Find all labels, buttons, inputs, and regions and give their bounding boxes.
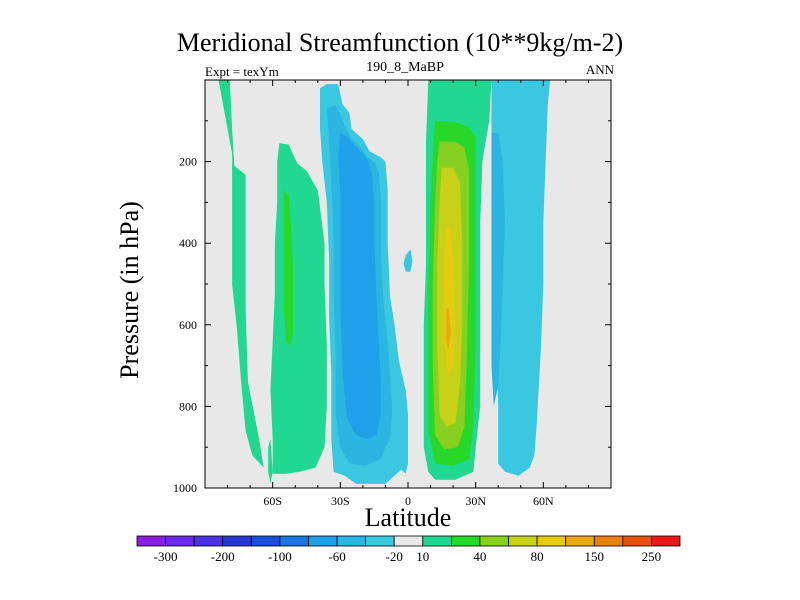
colorbar-swatch	[593, 535, 624, 547]
contour-region-nh-ferrel-core	[491, 133, 505, 407]
contour-region-nh-hadley-max	[446, 308, 451, 350]
colorbar-swatch	[479, 535, 509, 547]
contour-region-sh-ferrel-core	[283, 190, 293, 346]
colorbar-swatch	[222, 535, 252, 547]
contour-region-sh-polar-band-low	[268, 439, 273, 484]
colorbar-swatch	[165, 535, 195, 547]
colorbar-swatch	[250, 535, 281, 547]
colorbar-label: -200	[211, 549, 235, 564]
x-tick-label: 30N	[465, 494, 486, 508]
case-label: 190_8_MaBP	[366, 60, 444, 75]
colorbar: -300 -200 -100 -60 -20 10 40 80 150 250	[136, 535, 681, 564]
x-tick-label: 60N	[533, 494, 554, 508]
colorbar-label: 150	[585, 549, 605, 564]
x-tick-label: 0	[405, 494, 411, 508]
colorbar-swatch	[450, 535, 481, 547]
y-tick-label: 200	[179, 155, 197, 169]
colorbar-label: -60	[328, 549, 345, 564]
y-tick-label: 800	[179, 399, 197, 413]
colorbar-swatch	[508, 535, 538, 547]
colorbar-swatch	[622, 535, 652, 547]
colorbar-swatch	[279, 535, 309, 547]
colorbar-swatch	[193, 535, 224, 547]
colorbar-label: 40	[473, 549, 486, 564]
colorbar-label: 80	[531, 549, 544, 564]
x-tick-label: 30S	[331, 494, 350, 508]
axis-ticks: 60S 30S 0 30N 60N 200 400 600 800 1000	[173, 80, 611, 508]
colorbar-swatch	[136, 535, 167, 547]
x-tick-label: 60S	[263, 494, 282, 508]
experiment-label: Expt = texYm	[205, 64, 279, 79]
colorbar-label: -100	[268, 549, 292, 564]
y-tick-label: 1000	[173, 481, 197, 495]
colorbar-swatch	[422, 535, 452, 547]
season-label: ANN	[585, 62, 614, 77]
colorbar-swatch	[536, 535, 567, 547]
colorbar-label: 10	[416, 549, 429, 564]
colorbar-swatch	[365, 535, 395, 547]
contour-region-sh-hadley-strong	[338, 133, 381, 439]
contour-region-sh-polar-positive	[218, 80, 264, 468]
contour-region-hadley-equator-cell	[403, 249, 413, 272]
colorbar-swatch	[651, 535, 681, 547]
chart-title: Meridional Streamfunction (10**9kg/m-2)	[176, 28, 624, 57]
colorbar-swatch	[565, 535, 595, 547]
y-tick-label: 400	[179, 236, 197, 250]
colorbar-label: 250	[642, 549, 662, 564]
contour-region-nh-ferrel-negative	[491, 80, 551, 476]
colorbar-label: -300	[154, 549, 178, 564]
contour-regions	[218, 80, 551, 484]
colorbar-swatch	[336, 535, 367, 547]
colorbar-swatch	[308, 535, 338, 547]
colorbar-label: -20	[386, 549, 403, 564]
x-axis-label: Latitude	[364, 503, 452, 532]
y-tick-label: 600	[179, 318, 197, 332]
colorbar-swatch	[393, 535, 424, 547]
